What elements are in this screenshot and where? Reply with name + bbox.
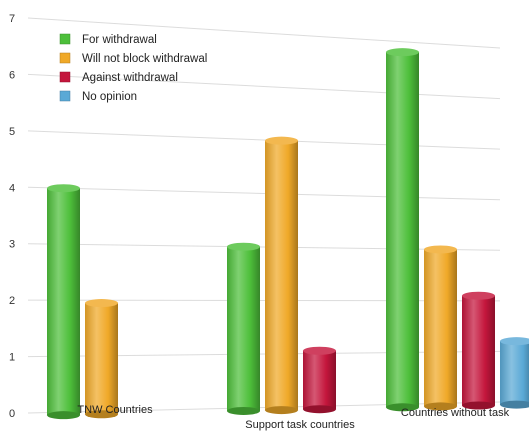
bar (303, 346, 336, 414)
legend-label: Against withdrawal (82, 72, 178, 84)
bar-body (47, 188, 80, 416)
bar-base (47, 411, 80, 420)
legend-item: Will not block withdrawal (59, 52, 207, 65)
x-axis: TNW Countries Support task countries Count… (77, 404, 509, 431)
legend-item: No opinion (59, 90, 137, 103)
bar-top (85, 299, 118, 308)
y-tick-label: 7 (9, 13, 15, 25)
bar-top (386, 48, 419, 57)
y-tick-label: 4 (9, 182, 15, 194)
bar-body (85, 303, 118, 415)
y-axis: 0 1 2 3 4 5 6 7 (9, 13, 15, 420)
bar-base (462, 401, 495, 410)
bar (227, 242, 260, 415)
bar-top (500, 337, 529, 346)
legend-swatch (59, 33, 71, 45)
bar-base (227, 406, 260, 415)
x-category-label: Countries without task (401, 407, 510, 419)
bar-base (424, 402, 457, 411)
legend-swatch (59, 52, 71, 64)
gridline (27, 73, 501, 100)
y-tick-label: 1 (9, 352, 15, 364)
gridline (27, 186, 501, 201)
legend-item: Against withdrawal (59, 71, 178, 84)
bar-base (265, 406, 298, 415)
bar (265, 136, 298, 415)
y-tick-label: 3 (9, 239, 15, 251)
legend-swatch (59, 71, 71, 83)
gridline (27, 17, 501, 49)
bar-base (85, 410, 118, 419)
x-category-label: Support task countries (245, 419, 355, 431)
legend-item: For withdrawal (59, 33, 157, 46)
bar-top (227, 242, 260, 251)
bar-body (462, 295, 495, 406)
bar-body (265, 140, 298, 411)
bar (424, 245, 457, 411)
legend-swatch (59, 90, 71, 102)
bar-base (500, 400, 529, 409)
bar (462, 291, 495, 410)
legend-label: Will not block withdrawal (82, 53, 207, 65)
y-tick-label: 5 (9, 126, 15, 138)
bar-top (303, 346, 336, 355)
y-tick-label: 0 (9, 408, 15, 420)
bar-top (47, 184, 80, 193)
bar (386, 48, 419, 412)
gridline (27, 130, 501, 150)
bar-base (386, 403, 419, 412)
bar (85, 299, 118, 419)
y-tick-label: 6 (9, 69, 15, 81)
bar-body (303, 350, 336, 410)
bar-top (265, 136, 298, 145)
legend-label: For withdrawal (82, 34, 157, 46)
bar-top (424, 245, 457, 254)
legend-label: No opinion (82, 91, 137, 103)
bar-body (424, 249, 457, 407)
gridline (27, 243, 501, 251)
x-category-label: TNW Countries (77, 404, 153, 416)
y-tick-label: 2 (9, 295, 15, 307)
legend: For withdrawal Will not block withdrawal A… (59, 33, 207, 103)
bar-base (303, 405, 336, 414)
bar-body (386, 52, 419, 408)
bar-top (462, 291, 495, 300)
bar-body (227, 246, 260, 411)
bar-body (500, 341, 529, 405)
bar (500, 337, 529, 409)
bar (47, 184, 80, 420)
bars (47, 48, 529, 420)
